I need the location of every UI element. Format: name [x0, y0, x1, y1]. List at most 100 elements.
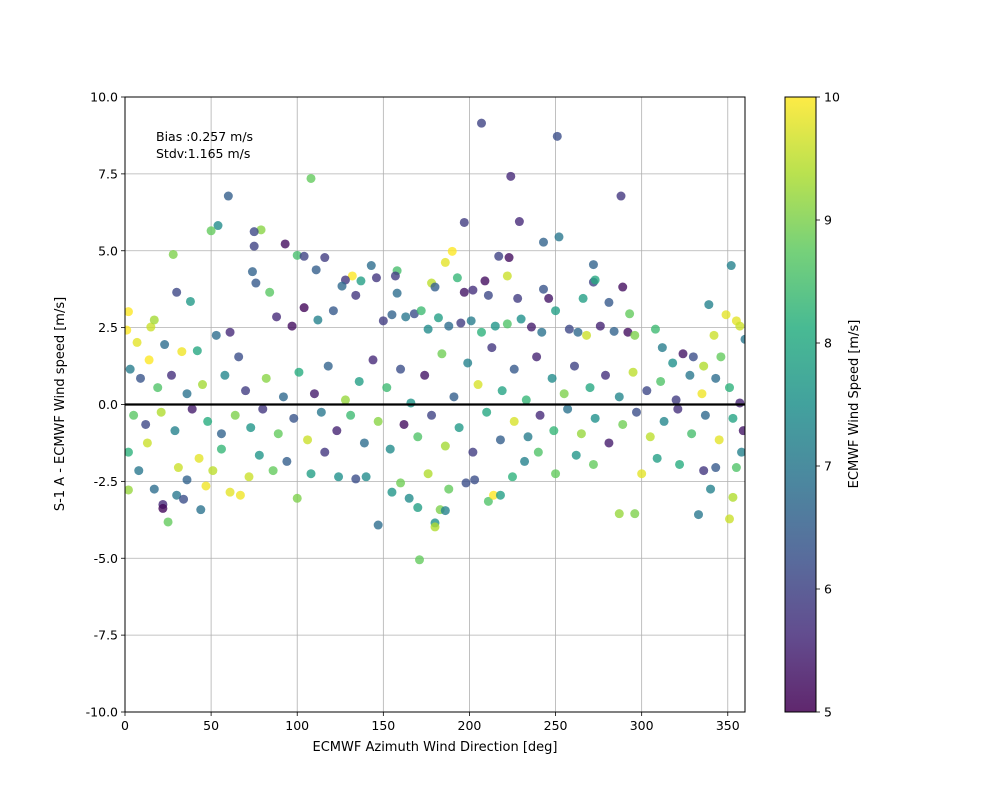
data-point [630, 509, 640, 519]
bias-annotation: Bias :0.257 m/s [156, 129, 253, 144]
data-point [637, 469, 647, 479]
data-point [437, 349, 447, 359]
data-point [172, 490, 182, 500]
data-point [192, 346, 202, 356]
data-point [444, 321, 454, 331]
data-point [182, 389, 192, 399]
data-point [265, 287, 275, 297]
data-point [366, 261, 376, 271]
data-point [544, 293, 554, 303]
colorbar-tick-label: 6 [824, 582, 832, 597]
data-point [685, 370, 695, 380]
data-point [573, 327, 583, 337]
data-point [235, 490, 245, 500]
data-point [738, 426, 745, 436]
data-point [483, 290, 493, 300]
data-point [549, 426, 559, 436]
data-point [590, 413, 600, 423]
data-point [223, 191, 233, 201]
data-point [144, 355, 154, 365]
colorbar-gradient [785, 97, 816, 712]
data-point [361, 472, 371, 482]
data-point [225, 327, 235, 337]
data-point [272, 312, 282, 322]
data-point [136, 373, 145, 383]
data-point [249, 241, 259, 251]
data-point [604, 438, 614, 448]
data-point [533, 447, 543, 457]
data-point [244, 472, 254, 482]
data-point [313, 315, 323, 325]
data-point [473, 380, 483, 390]
data-point [241, 386, 251, 396]
colorbar-label: ECMWF Wind Speed [m/s] [847, 320, 862, 489]
data-point [671, 395, 681, 405]
y-axis-label: S-1 A - ECMWF Wind speed [m/s] [53, 297, 68, 511]
data-point [323, 361, 333, 371]
data-point [668, 358, 678, 368]
data-point [537, 327, 547, 337]
data-point [657, 343, 667, 353]
data-point [371, 273, 381, 283]
data-point [220, 370, 230, 380]
data-point [142, 438, 152, 448]
data-point [502, 319, 512, 329]
data-point [351, 474, 361, 484]
data-point [423, 469, 433, 479]
data-point [153, 383, 163, 393]
data-point [194, 453, 204, 463]
data-point [466, 316, 476, 326]
data-point [427, 410, 437, 420]
data-point [444, 484, 454, 494]
x-tick-label: 300 [630, 718, 654, 733]
data-point [625, 309, 635, 319]
data-point [316, 407, 326, 417]
data-point [595, 321, 605, 331]
data-point [614, 392, 624, 402]
data-point [125, 325, 132, 335]
data-point [320, 253, 330, 263]
data-point [452, 273, 462, 283]
data-point [401, 312, 411, 322]
data-point [514, 217, 524, 227]
data-point [420, 370, 430, 380]
y-tick-label: -2.5 [94, 474, 118, 489]
data-point [504, 253, 514, 263]
data-point [440, 506, 450, 516]
colorbar-ticks: 5 6 7 8 9 10 [816, 90, 840, 720]
data-point [590, 275, 600, 285]
data-point [187, 404, 197, 414]
data-point [347, 271, 357, 281]
data-point [306, 469, 316, 479]
data-point [509, 416, 519, 426]
stdv-annotation: Stdv:1.165 m/s [156, 146, 250, 161]
data-point [247, 267, 257, 277]
data-point [163, 517, 173, 527]
data-point [249, 227, 259, 237]
data-point [468, 285, 478, 295]
data-point [535, 410, 545, 420]
data-point [149, 315, 159, 325]
data-point [714, 435, 724, 445]
data-point [454, 423, 464, 433]
y-axis-ticks: -10.0 -7.5 -5.0 -2.5 0.0 2.5 5.0 7.5 10.0 [86, 90, 125, 720]
data-point [477, 118, 486, 128]
data-point [387, 487, 397, 497]
data-point [299, 251, 309, 261]
data-point [623, 327, 633, 337]
colorbar-tick-label: 8 [824, 336, 832, 351]
data-point [726, 261, 736, 271]
data-point [173, 463, 183, 473]
x-tick-label: 50 [203, 718, 219, 733]
data-point [251, 278, 261, 288]
data-point [645, 432, 655, 442]
data-point [487, 343, 497, 353]
data-point [292, 250, 302, 260]
data-point [463, 358, 473, 368]
data-point [731, 463, 741, 473]
data-point [256, 225, 266, 235]
y-tick-label: -5.0 [94, 551, 118, 566]
data-point [141, 419, 151, 429]
colorbar-tick-label: 5 [824, 705, 832, 720]
